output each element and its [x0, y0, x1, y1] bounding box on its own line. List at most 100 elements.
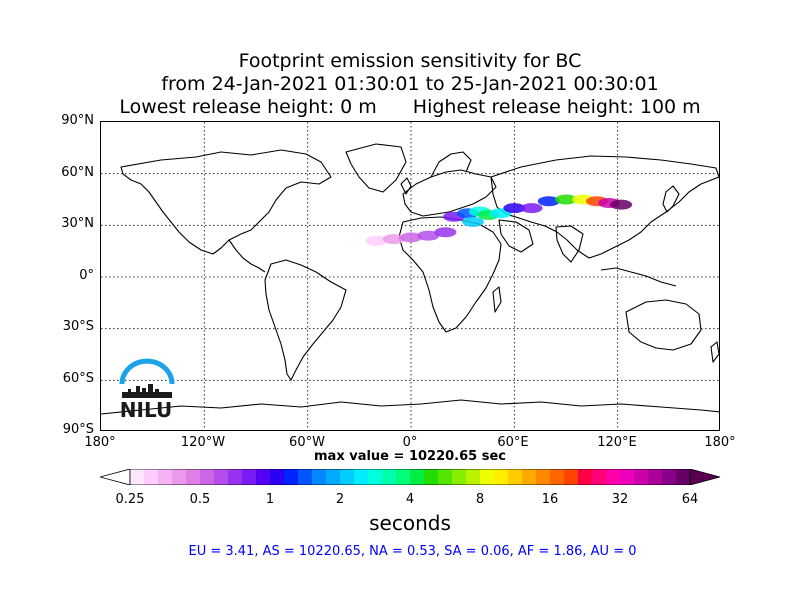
colorbar-over-extension: [689, 468, 722, 486]
colorbar-segment: [270, 469, 285, 485]
colorbar-tick: 32: [611, 492, 629, 507]
plume-patch: [462, 216, 484, 227]
colorbar-segment: [634, 469, 649, 485]
antarctica-outline: [101, 399, 719, 415]
nilu-logo-text: NILU: [119, 398, 173, 422]
regional-stats: EU = 3.41, AS = 10220.65, NA = 0.53, SA …: [188, 544, 637, 559]
colorbar-tick: 8: [475, 492, 485, 507]
colorbar-segment: [424, 469, 439, 485]
colorbar-segment: [228, 469, 243, 485]
plume-patch: [555, 194, 577, 205]
lon-label: 0°: [402, 435, 418, 450]
colorbar: [98, 468, 722, 486]
north-america-outline: [120, 149, 332, 255]
chart-title-line-3: Lowest release height: 0 m Highest releas…: [0, 96, 800, 118]
continent-outlines: [101, 143, 719, 415]
lon-label: 120°W: [180, 435, 226, 450]
madagascar-outline: [492, 286, 502, 313]
colorbar-segment: [186, 469, 201, 485]
colorbar-segment: [158, 469, 173, 485]
colorbar-tick: 2: [335, 492, 345, 507]
colorbar-tick: 64: [681, 492, 699, 507]
colorbar-segment: [452, 469, 467, 485]
colorbar-segment: [620, 469, 635, 485]
plume-patch: [537, 196, 560, 207]
lat-label: 90°N: [61, 113, 94, 128]
colorbar-under-extension: [98, 468, 131, 486]
colorbar-segment: [564, 469, 579, 485]
plume-patch: [382, 234, 405, 245]
colorbar-segment: [130, 469, 145, 485]
colorbar-segment: [284, 469, 299, 485]
plume-patch: [417, 230, 440, 241]
lon-label: 60°W: [289, 435, 325, 450]
colorbar-tick: 0.25: [115, 492, 145, 507]
lat-label: 90°S: [62, 422, 94, 437]
colorbar-segment: [396, 469, 411, 485]
colorbar-segment: [494, 469, 509, 485]
colorbar-units: seconds: [369, 511, 451, 535]
colorbar-segment: [466, 469, 481, 485]
colorbar-segment: [438, 469, 453, 485]
colorbar-segment: [214, 469, 229, 485]
plume-patch: [400, 232, 422, 243]
map-panel: [100, 121, 720, 431]
lon-label: 180°: [84, 435, 116, 450]
colorbar-segment: [662, 469, 677, 485]
max-value-label: max value = 10220.65 sec: [314, 449, 506, 464]
south-america-outline: [264, 259, 347, 381]
chart-title-line-1: Footprint emission sensitivity for BC: [238, 50, 582, 72]
lat-label: 60°S: [62, 371, 94, 386]
world-map: [101, 122, 719, 430]
greenland-outline: [345, 143, 407, 193]
colorbar-segment: [676, 469, 691, 485]
lat-label: 30°N: [61, 216, 94, 231]
colorbar-segment: [382, 469, 397, 485]
highest-release-height: Highest release height: 100 m: [412, 96, 701, 118]
colorbar-tick: 4: [405, 492, 415, 507]
colorbar-tick: 16: [541, 492, 559, 507]
map-gridlines: [101, 122, 719, 430]
colorbar-segment: [256, 469, 271, 485]
colorbar-segment: [340, 469, 355, 485]
lon-label: 120°E: [597, 435, 637, 450]
plume-patch: [434, 227, 457, 238]
colorbar-segment: [648, 469, 663, 485]
plume-patch: [520, 203, 543, 214]
asia-outline: [490, 155, 719, 259]
new-zealand-outline: [710, 341, 719, 363]
colorbar-tick: 1: [265, 492, 275, 507]
colorbar-segment: [172, 469, 187, 485]
colorbar-segment: [200, 469, 215, 485]
colorbar-segment: [144, 469, 159, 485]
arabia-outline: [498, 219, 534, 253]
colorbar-segment: [536, 469, 551, 485]
colorbar-segment: [522, 469, 537, 485]
colorbar-segment: [508, 469, 523, 485]
lat-label: 0°: [79, 268, 94, 283]
colorbar-segment: [298, 469, 313, 485]
colorbar-segment: [312, 469, 327, 485]
colorbar-segment: [354, 469, 369, 485]
lat-label: 30°S: [62, 319, 94, 334]
lon-label: 60°E: [497, 435, 529, 450]
colorbar-segment: [606, 469, 621, 485]
nilu-logo: NILU: [116, 358, 178, 422]
lowest-release-height: Lowest release height: 0 m: [119, 96, 377, 118]
lon-label: 180°: [704, 435, 736, 450]
australia-outline: [625, 299, 702, 351]
lat-label: 60°N: [61, 165, 94, 180]
colorbar-segment: [242, 469, 257, 485]
plume-patch: [365, 235, 388, 246]
colorbar-segment: [550, 469, 565, 485]
chart-title-line-2: from 24-Jan-2021 01:30:01 to 25-Jan-2021…: [161, 73, 659, 95]
nilu-logo-graphic: [119, 358, 175, 398]
plume-patch: [610, 199, 633, 210]
colorbar-segment: [368, 469, 383, 485]
colorbar-segment: [410, 469, 425, 485]
colorbar-graphic: [98, 468, 722, 486]
colorbar-segment: [326, 469, 341, 485]
colorbar-segment: [578, 469, 593, 485]
colorbar-segment: [592, 469, 607, 485]
southeast-asia-islands-outline: [600, 267, 677, 287]
